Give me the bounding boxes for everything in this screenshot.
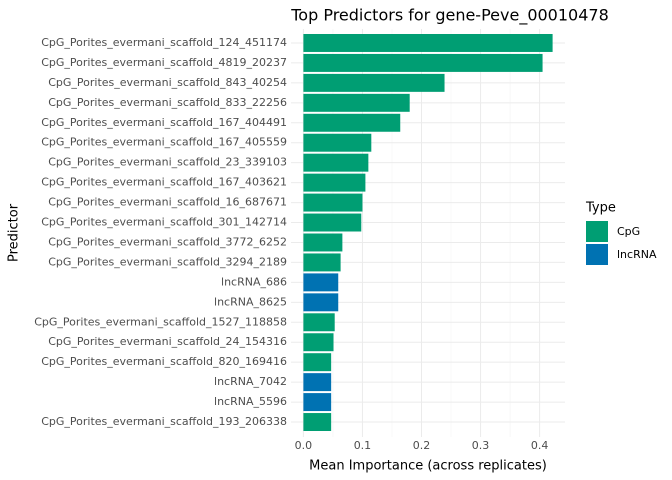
y-tick-label: CpG_Porites_evermani_scaffold_167_404491 [41, 116, 287, 129]
y-tick-label: CpG_Porites_evermani_scaffold_24_154316 [48, 335, 287, 348]
y-axis-title: Predictor [7, 203, 22, 262]
legend-title: Type [585, 201, 616, 216]
y-tick-label: lncRNA_686 [221, 275, 287, 288]
y-tick-label: CpG_Porites_evermani_scaffold_820_169416 [41, 355, 287, 368]
y-tick-label: CpG_Porites_evermani_scaffold_3294_2189 [48, 255, 287, 268]
bar [303, 33, 553, 52]
bar [303, 273, 339, 292]
bar [303, 313, 335, 332]
x-tick-label: 0.4 [531, 439, 549, 452]
bar [303, 133, 372, 152]
x-tick-label: 0.3 [472, 439, 490, 452]
y-tick-label: lncRNA_8625 [214, 295, 287, 308]
bar [303, 173, 366, 192]
legend-swatch [586, 244, 608, 265]
chart-title: Top Predictors for gene-Peve_00010478 [290, 6, 609, 26]
bar [303, 373, 332, 392]
bar [303, 73, 445, 92]
y-tick-label: lncRNA_7042 [214, 375, 287, 388]
bar [303, 193, 363, 212]
legend-label: lncRNA [617, 248, 657, 261]
x-tick-label: 0.0 [295, 439, 313, 452]
bar [303, 333, 334, 352]
bar [303, 93, 410, 112]
legend-label: CpG [617, 225, 640, 238]
y-tick-label: lncRNA_5596 [214, 395, 287, 408]
y-tick-label: CpG_Porites_evermani_scaffold_124_451174 [41, 36, 287, 49]
x-tick-label: 0.1 [354, 439, 372, 452]
y-tick-label: CpG_Porites_evermani_scaffold_4819_20237 [41, 56, 287, 69]
legend-swatch [586, 221, 608, 242]
y-tick-label: CpG_Porites_evermani_scaffold_3772_6252 [48, 235, 287, 248]
y-tick-label: CpG_Porites_evermani_scaffold_301_142714 [41, 216, 287, 229]
bar [303, 393, 332, 412]
y-tick-label: CpG_Porites_evermani_scaffold_1527_11885… [34, 315, 287, 328]
x-axis-title: Mean Importance (across replicates) [309, 459, 547, 474]
bar [303, 233, 343, 252]
y-tick-label: CpG_Porites_evermani_scaffold_833_22256 [48, 96, 287, 109]
bar [303, 293, 339, 312]
y-tick-label: CpG_Porites_evermani_scaffold_167_405559 [41, 136, 287, 149]
bar [303, 113, 401, 132]
y-tick-label: CpG_Porites_evermani_scaffold_167_403621 [41, 176, 287, 189]
y-tick-label: CpG_Porites_evermani_scaffold_193_206338 [41, 415, 287, 428]
bar [303, 213, 362, 232]
bar [303, 253, 341, 272]
x-tick-label: 0.2 [413, 439, 431, 452]
y-tick-label: CpG_Porites_evermani_scaffold_23_339103 [48, 156, 287, 169]
bar [303, 153, 369, 172]
bar [303, 353, 332, 372]
y-tick-label: CpG_Porites_evermani_scaffold_843_40254 [48, 76, 287, 89]
bar [303, 53, 543, 72]
y-tick-label: CpG_Porites_evermani_scaffold_16_687671 [48, 196, 287, 209]
bar [303, 413, 332, 432]
